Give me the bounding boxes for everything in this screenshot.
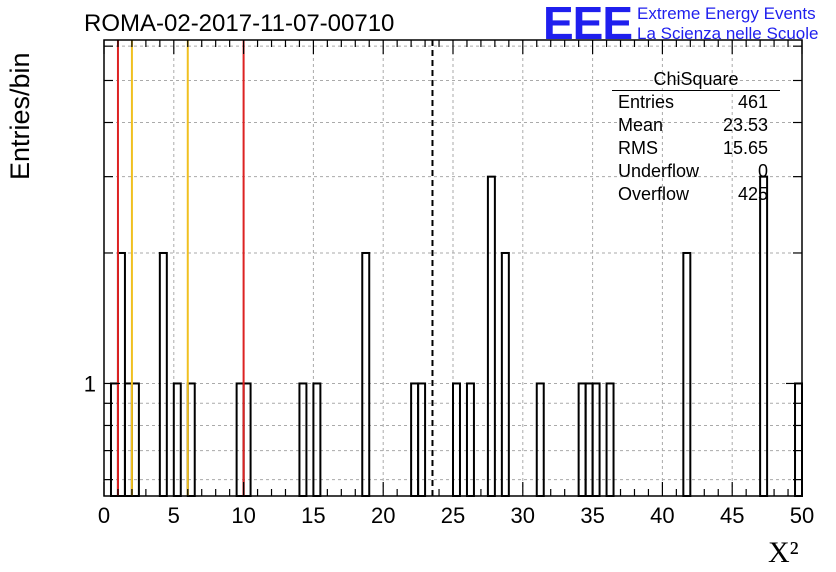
x-tick-label: 40 xyxy=(650,503,674,528)
stats-value: 0 xyxy=(757,161,768,181)
histogram-bar xyxy=(130,382,140,497)
histogram-bars xyxy=(109,175,804,497)
histogram-bar xyxy=(452,382,461,497)
y-axis-label: Entries/bin xyxy=(5,52,35,180)
histogram-bar xyxy=(465,382,475,497)
stats-key: Overflow xyxy=(618,184,690,204)
eee-logo: EEE xyxy=(543,0,633,49)
histogram-bar xyxy=(158,251,168,497)
stats-row: Entries 461 xyxy=(612,91,780,114)
histogram-bar xyxy=(500,251,510,497)
x-tick-label: 25 xyxy=(441,503,465,528)
stats-value: 425 xyxy=(737,184,768,204)
x-axis-label: X² xyxy=(768,536,799,569)
x-tick-label: 15 xyxy=(301,503,325,528)
axes-frame xyxy=(103,39,803,497)
x-tick-label: 10 xyxy=(231,503,255,528)
stats-rows: Entries 461 Mean 23.53 RMS 15.65 Underflow 0 Ove… xyxy=(612,91,780,206)
stats-key: Mean xyxy=(618,115,664,135)
stats-key: Underflow xyxy=(618,161,700,181)
stats-row: Overflow 425 xyxy=(612,183,780,206)
x-tick-label: 0 xyxy=(98,503,110,528)
stats-row: RMS 15.65 xyxy=(612,137,780,160)
stats-value: 23.53 xyxy=(722,115,768,135)
x-tick-label: 20 xyxy=(371,503,395,528)
y-tick-labels: 1 xyxy=(84,371,96,396)
stats-value: 15.65 xyxy=(722,138,768,158)
marker-lines xyxy=(116,40,434,496)
x-tick-label: 50 xyxy=(790,503,814,528)
histogram-bar xyxy=(186,382,196,497)
logo-line-2: La Scienza nelle Scuole xyxy=(637,24,819,43)
histogram-bar xyxy=(605,382,615,497)
histogram-bar xyxy=(486,175,496,497)
histogram-bar xyxy=(172,382,182,497)
histogram-bar xyxy=(312,382,322,497)
x-tick-label: 45 xyxy=(720,503,744,528)
x-tick-label: 5 xyxy=(168,503,180,528)
y-tick-label: 1 xyxy=(84,371,96,396)
histogram-bar xyxy=(577,382,587,497)
histogram-bar xyxy=(417,382,427,497)
histogram-bar xyxy=(123,382,133,497)
stats-row: Mean 23.53 xyxy=(612,114,780,137)
histogram-bar xyxy=(682,251,692,497)
histogram-bar xyxy=(235,382,245,497)
histogram-bar xyxy=(535,382,545,497)
histogram-bar xyxy=(116,251,126,497)
histogram-bar xyxy=(759,175,769,497)
x-tick-labels: 0 5 10 15 20 25 30 35 40 45 50 xyxy=(98,503,814,528)
logo-line-1: Extreme Energy Events xyxy=(637,4,816,23)
stats-box: ChiSquare Entries 461 Mean 23.53 RMS 15.65 Und… xyxy=(612,68,780,206)
histogram-bar xyxy=(298,382,308,497)
histogram-bar xyxy=(584,382,594,497)
chart-title: ROMA-02-2017-11-07-00710 xyxy=(84,10,395,37)
stats-row: Underflow 0 xyxy=(612,160,780,183)
x-tick-label: 30 xyxy=(511,503,535,528)
x-tick-label: 35 xyxy=(580,503,604,528)
stats-value: 461 xyxy=(737,92,768,112)
stats-title: ChiSquare xyxy=(612,68,780,91)
stats-key: RMS xyxy=(618,138,658,158)
histogram-bar xyxy=(242,382,252,497)
histogram-bar xyxy=(361,251,371,497)
histogram-bar xyxy=(591,382,601,497)
stats-key: Entries xyxy=(618,92,675,112)
histogram-bar xyxy=(410,382,420,497)
